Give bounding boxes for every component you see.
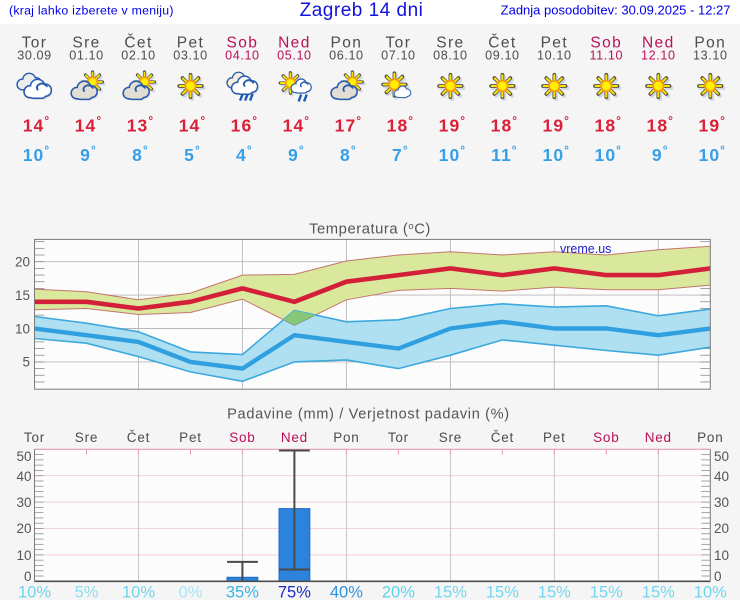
svg-text:16°: 16° [231,114,259,136]
svg-text:07.10: 07.10 [381,48,416,62]
svg-text:19°: 19° [699,114,727,136]
svg-text:15%: 15% [434,583,467,600]
svg-text:Čet: Čet [124,35,152,52]
svg-text:10: 10 [15,321,30,336]
svg-text:30: 30 [16,495,31,510]
svg-text:13.10: 13.10 [693,48,728,62]
svg-text:10: 10 [714,548,729,563]
svg-text:Ned: Ned [642,35,675,52]
svg-text:Sob: Sob [227,35,259,52]
svg-text:11.10: 11.10 [590,48,624,62]
svg-text:15%: 15% [642,583,675,600]
svg-text:Temperatura (oC): Temperatura (oC) [309,221,431,238]
svg-text:5%: 5% [75,583,99,600]
svg-text:15: 15 [15,288,30,303]
svg-text:12.10: 12.10 [641,48,676,62]
svg-text:40%: 40% [330,583,363,600]
svg-text:vreme.us: vreme.us [560,242,611,256]
svg-text:18°: 18° [647,114,675,136]
svg-text:20%: 20% [382,583,415,600]
svg-text:Tor: Tor [24,430,45,445]
svg-text:5: 5 [22,355,30,370]
svg-text:Pon: Pon [331,35,363,52]
svg-text:06.10: 06.10 [329,48,364,62]
svg-text:Pet: Pet [541,35,568,52]
svg-text:Sre: Sre [439,430,462,445]
svg-text:75%: 75% [278,583,311,600]
svg-text:Zadnja posodobitev: 30.09.2025: Zadnja posodobitev: 30.09.2025 - 12:27 [501,3,731,18]
svg-text:15%: 15% [538,583,571,600]
svg-text:17°: 17° [335,114,363,136]
svg-text:11°: 11° [491,143,518,165]
svg-text:Čet: Čet [491,430,514,445]
svg-text:08.10: 08.10 [433,48,468,62]
svg-text:20: 20 [15,255,30,270]
svg-text:02.10: 02.10 [121,48,156,62]
svg-text:09.10: 09.10 [485,48,520,62]
svg-text:15%: 15% [486,583,519,600]
svg-text:Pon: Pon [697,430,723,445]
svg-text:40: 40 [714,469,729,484]
svg-text:15%: 15% [590,583,623,600]
svg-text:10: 10 [16,548,31,563]
svg-text:Pet: Pet [177,35,204,52]
svg-text:Tor: Tor [22,35,48,52]
svg-text:30: 30 [714,495,729,510]
svg-text:20: 20 [16,521,31,536]
svg-text:Pet: Pet [543,430,566,445]
svg-text:Čet: Čet [488,35,516,52]
svg-text:Sob: Sob [593,430,619,445]
svg-text:Pet: Pet [179,430,202,445]
svg-text:10%: 10% [18,583,51,600]
svg-text:Padavine (mm) / Verjetnost pad: Padavine (mm) / Verjetnost padavin (%) [227,407,510,423]
svg-text:18°: 18° [491,114,519,136]
svg-text:Ned: Ned [281,430,308,445]
svg-text:Čet: Čet [127,430,150,445]
svg-text:01.10: 01.10 [69,48,104,62]
svg-text:18°: 18° [595,114,623,136]
svg-text:Ned: Ned [278,35,311,52]
svg-text:50: 50 [16,449,31,464]
svg-text:Sob: Sob [229,430,255,445]
svg-text:10°: 10° [23,143,51,165]
svg-text:Tor: Tor [386,35,412,52]
svg-text:03.10: 03.10 [173,48,208,62]
svg-text:Pon: Pon [333,430,359,445]
svg-text:19°: 19° [439,114,467,136]
svg-text:10°: 10° [699,143,727,165]
svg-text:Sre: Sre [72,35,100,52]
svg-text:10.10: 10.10 [537,48,572,62]
svg-text:0%: 0% [179,583,203,600]
svg-text:Ned: Ned [645,430,672,445]
svg-text:10%: 10% [694,583,727,600]
svg-text:Zagreb 14 dni: Zagreb 14 dni [300,0,424,21]
svg-text:14°: 14° [179,114,207,136]
svg-text:20: 20 [714,521,729,536]
svg-text:14°: 14° [75,114,103,136]
svg-text:Sre: Sre [75,430,98,445]
svg-text:14°: 14° [23,114,51,136]
svg-text:14°: 14° [283,114,311,136]
svg-text:0: 0 [24,569,32,584]
svg-text:10°: 10° [595,143,623,165]
svg-text:(kraj lahko izberete v meniju): (kraj lahko izberete v meniju) [9,4,174,18]
svg-text:40: 40 [16,469,31,484]
svg-text:10°: 10° [543,143,571,165]
svg-text:13°: 13° [127,114,155,136]
svg-text:18°: 18° [387,114,415,136]
svg-text:Pon: Pon [694,35,726,52]
svg-text:50: 50 [714,449,729,464]
svg-text:35%: 35% [226,583,259,600]
svg-text:10°: 10° [439,143,467,165]
svg-text:05.10: 05.10 [277,48,312,62]
svg-text:04.10: 04.10 [225,48,260,62]
svg-text:Sob: Sob [590,35,622,52]
svg-text:30.09: 30.09 [17,48,52,62]
svg-text:10%: 10% [122,583,155,600]
svg-text:0: 0 [714,569,722,584]
svg-text:19°: 19° [543,114,571,136]
svg-text:Sre: Sre [436,35,464,52]
svg-text:Tor: Tor [388,430,409,445]
